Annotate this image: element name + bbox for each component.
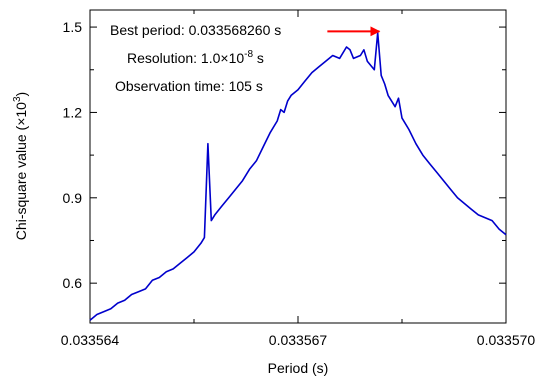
x-tick-label: 0.033564 (61, 332, 120, 348)
y-axis-title-close: ) (13, 92, 29, 97)
y-axis-title-text: Chi-square value (×10 (13, 102, 29, 240)
resolution-suffix: s (253, 50, 264, 66)
y-tick-label: 0.6 (63, 275, 83, 291)
resolution-prefix: Resolution: 1.0×10 (127, 50, 244, 66)
y-tick-label: 0.9 (63, 190, 83, 206)
y-axis: 0.6 0.9 1.2 1.5 (63, 19, 506, 291)
y-axis-title: Chi-square value (×103) (12, 92, 29, 240)
y-axis-title-exponent: 3 (12, 96, 23, 102)
annotation-best-period: Best period: 0.033568260 s (110, 22, 281, 38)
x-tick-label: 0.033570 (477, 332, 536, 348)
y-tick-label: 1.2 (63, 104, 83, 120)
x-tick-label: 0.033567 (269, 332, 328, 348)
y-tick-label: 1.5 (63, 19, 83, 35)
resolution-exponent: -8 (244, 49, 253, 60)
x-axis-title: Period (s) (268, 360, 329, 376)
x-axis: 0.033564 0.033567 0.033570 (61, 10, 536, 348)
series-line-chi-square (89, 31, 507, 321)
annotation-resolution: Resolution: 1.0×10-8 s (127, 49, 264, 66)
annotation-observation-time: Observation time: 105 s (115, 78, 263, 94)
